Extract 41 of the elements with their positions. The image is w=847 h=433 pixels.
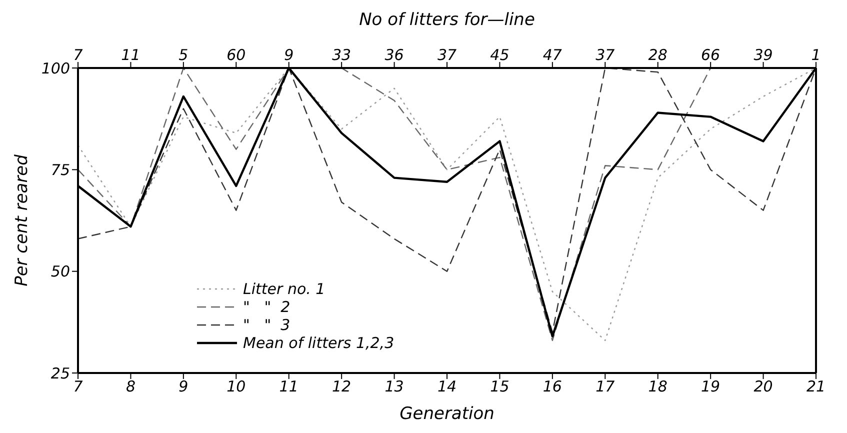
x-tick-label: 8: [126, 378, 136, 396]
legend-label: " " 2: [243, 298, 290, 316]
text: 47: [542, 46, 562, 64]
text: 60: [226, 46, 246, 64]
text: 37: [437, 46, 457, 64]
x-tick-label: 18: [648, 378, 668, 396]
text: 36: [384, 46, 404, 64]
x-tick-label: 14: [437, 378, 457, 396]
x-tick-label: 17: [596, 378, 616, 396]
text: 9: [284, 46, 294, 64]
x-tick-label: 9: [178, 378, 188, 396]
text: 37: [596, 46, 616, 64]
legend-label: Litter no. 1: [243, 280, 326, 298]
x-axis-title: Generation: [400, 404, 494, 424]
y-tick-label: 25: [50, 364, 70, 382]
x2-axis-title: No of litters for—line: [359, 10, 535, 30]
x-tick-label: 20: [754, 378, 773, 396]
text: 5: [178, 46, 188, 64]
x-tick-label: 11: [279, 378, 298, 396]
y-tick-label: 75: [50, 160, 70, 179]
text: 33: [332, 46, 352, 64]
y-tick-label: 100: [41, 59, 70, 78]
y-axis-title: Per cent reared: [12, 154, 32, 286]
x-tick-label: 12: [332, 378, 352, 396]
text: 66: [701, 46, 720, 64]
legend-label: " " 3: [243, 316, 290, 334]
text: 1: [811, 46, 821, 64]
text: 28: [648, 46, 668, 64]
x-tick-label: 19: [701, 378, 720, 396]
y-tick-label: 50: [50, 262, 70, 281]
x-tick-label: 15: [490, 378, 510, 396]
text: 45: [490, 46, 510, 64]
x-tick-label: 10: [226, 378, 246, 396]
text: 39: [754, 46, 773, 64]
x-tick-label: 13: [384, 378, 404, 396]
text: 11: [121, 46, 140, 64]
x-tick-label: 21: [806, 378, 826, 396]
x-tick-label: 7: [73, 378, 84, 396]
text: 7: [73, 46, 84, 64]
legend-label: Mean of litters 1,2,3: [243, 334, 394, 352]
x-tick-label: 16: [542, 378, 562, 396]
